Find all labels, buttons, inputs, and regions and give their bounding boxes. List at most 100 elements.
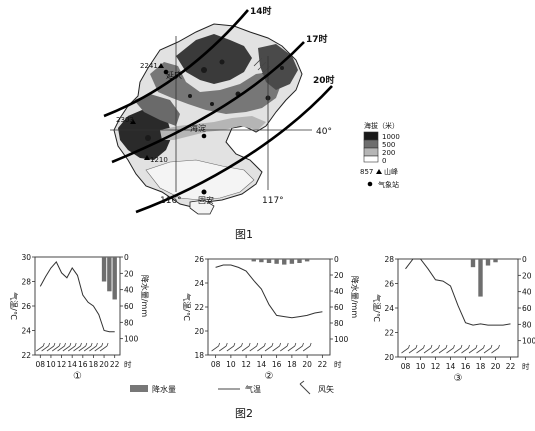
figure1-caption: 图1 [235,228,253,241]
longitude-label-116: 116° [160,196,182,206]
chart-3-wind-barb [476,344,485,354]
chart-3-precip-bar [470,259,476,268]
chart-1-wind-barb [78,342,88,352]
chart-3-wind-barb [446,344,455,354]
legend-level-500: 500 [382,141,395,149]
chart-2-ytick-label: 20 [194,327,204,336]
legend-wind-label: 风矢 [318,384,334,394]
chart-2-ytick-label: 22 [194,303,204,312]
terrain-low-belt [160,116,266,140]
chart-3-precip-tick-label: 40 [522,288,532,297]
chart-1-xtick-label: 22 [110,360,120,369]
chart-3-xtick-label: 22 [506,362,516,371]
chart-2-precip-tick-label: 100 [334,335,349,344]
peak-label-2303: 2303 [116,116,134,124]
region-south-piece [189,199,215,215]
chart-2-ytick-label: 26 [194,255,204,264]
peak-marker-2241 [158,63,164,68]
chart-1-wind-barb [52,342,61,352]
chart-3-wind-barb [401,344,410,354]
chart-2-precip-tick-label: 40 [334,287,344,296]
station-gu-an [201,189,207,195]
legend-swatch-0 [363,155,379,163]
chart-1-xtick-label: 08 [36,360,46,369]
terrain-mid-1 [150,62,282,114]
chart-2-precip-axis-label: 降水量/mm [350,276,360,318]
chart-1-wind-barb [57,342,66,352]
legend-precip-label: 降水量 [152,384,176,394]
legend-swatch-200 [363,147,379,157]
chart-2-wind-barb [219,342,228,352]
chart-1-ytick-label: 24 [21,327,31,336]
chart-3-precip-bar [485,259,491,266]
chart-3-precip-tick-label: 60 [522,304,532,313]
chart-2-precip-bar [251,259,256,262]
station-yanqing [163,69,169,75]
chart-2-wind-barb [280,342,289,352]
chart-1-wind-barb [41,342,51,352]
chart-1-xtick-label: 18 [89,360,99,369]
legend-station-label: 气象站 [378,180,399,189]
chart-1-xtick-label: 12 [57,360,67,369]
chart-1-ytick-label: 28 [21,278,31,287]
legend-temp-label: 气温 [245,384,261,394]
peak-marker-1210 [144,155,150,160]
chart-2-wind-barb [302,342,312,352]
chart-3-panel-label: ③ [454,373,463,384]
isochrone-20 [135,85,333,214]
chart-2-panel-label: ② [265,371,274,382]
map-legend: 海拔（米） 1000 500 200 0 857 山峰 气象站 [360,121,400,189]
chart-1-xtick-label: 16 [78,360,88,369]
chart-3-precip-tick-label: 20 [522,271,532,280]
chart-2-precip-bar [266,259,272,263]
chart-2-xtick-label: 08 [211,360,221,369]
isochrone-label-20: 20时 [313,74,335,86]
chart-1-precip-tick-label: 80 [124,318,134,327]
chart-2-xtick-label: 18 [287,360,297,369]
chart-3-wind-barb [423,344,433,354]
chart-2-frame [207,258,331,356]
peak-label-2241: 2241 [140,62,158,70]
chart-1-wind-barb [99,342,109,352]
chart-1-precip-axis-label: 降水量/mm [140,275,150,317]
isochrone-label-17: 17时 [306,33,328,45]
chart-1-wind-barb [94,342,104,352]
chart-2-xtick-label: 20 [302,360,312,369]
chart-3-xtick-label: 12 [431,362,441,371]
chart-1-wind-barb [73,342,82,352]
chart-2-precip-bar [297,259,302,263]
chart-1-xtick-label: 20 [99,360,109,369]
chart-1-wind-barb [67,342,77,352]
isochrone-17 [111,41,305,164]
legend-level-1000: 1000 [382,133,400,141]
chart-1-precip-tick-label: 0 [124,253,129,262]
chart-2-wind-barb [241,342,251,352]
chart-3-wind-barb [408,344,418,354]
legend-peak-value: 857 [360,168,373,176]
legend-level-200: 200 [382,149,395,157]
chart-3-wind-barb [468,344,478,354]
chart-1-x-unit: 时 [124,359,132,369]
chart-2-temp-axis-label: 气温/℃ [182,293,192,321]
figure2-caption: 图2 [235,407,253,420]
chart-3-precip-tick-label: 0 [522,255,527,264]
chart-2-wind-barb [272,342,282,352]
isochrone-label-14: 14时 [250,5,272,17]
chart-1-temp-line [39,261,115,333]
chart-3-xtick-label: 14 [446,362,456,371]
chart-3-wind-barb [483,344,493,354]
chart-1-xtick-label: 10 [46,360,56,369]
chart-3-wind-barb [438,344,448,354]
latitude-label: 40° [316,127,332,137]
peak-label-1210: 1210 [150,156,168,164]
chart-3-temp-line [405,258,511,326]
chart-3-wind-barb [453,344,463,354]
chart-1-wind-barb [36,342,45,352]
chart-3-ytick-label: 22 [384,329,394,338]
chart-2-xtick-label: 10 [226,360,236,369]
chart-1-panel-label: ① [73,371,82,382]
chart-1-precip-tick-label: 20 [124,269,134,278]
